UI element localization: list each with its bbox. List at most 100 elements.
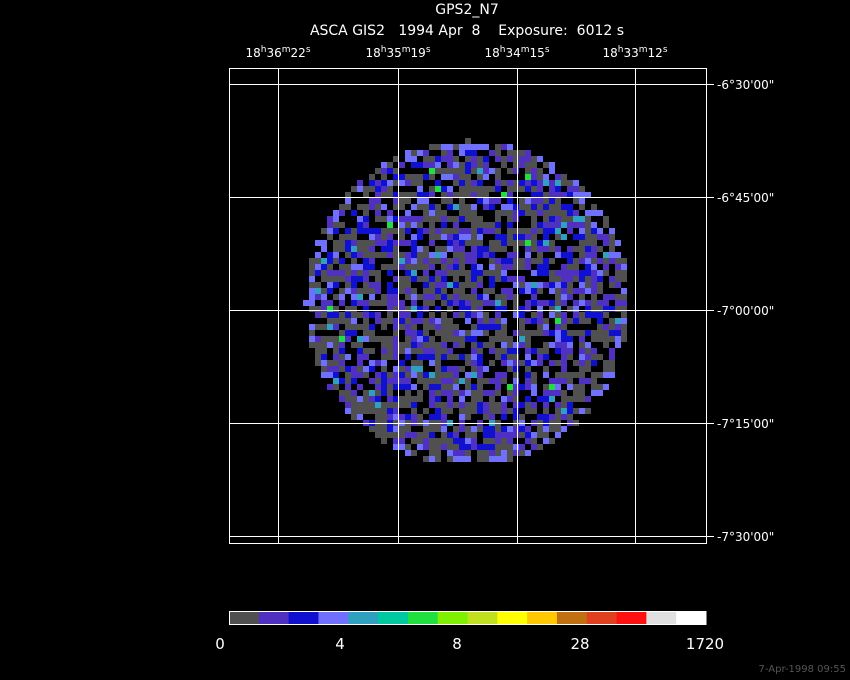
pixel: [519, 336, 525, 342]
pixel: [579, 198, 585, 204]
pixel: [345, 312, 351, 318]
pixel: [381, 366, 387, 372]
pixel: [369, 408, 375, 414]
pixel: [393, 180, 399, 186]
pixel: [555, 228, 561, 234]
pixel: [567, 354, 573, 360]
pixel: [447, 162, 453, 168]
pixel: [321, 360, 327, 366]
pixel: [507, 156, 513, 162]
pixel: [423, 408, 429, 414]
pixel: [507, 366, 513, 372]
pixel: [423, 372, 429, 378]
pixel: [447, 156, 453, 162]
pixel: [543, 384, 549, 390]
pixel: [507, 438, 513, 444]
pixel: [525, 330, 531, 336]
pixel: [423, 258, 429, 264]
pixel: [363, 264, 369, 270]
pixel: [381, 318, 387, 324]
pixel: [501, 210, 507, 216]
pixel: [375, 360, 381, 366]
pixel: [525, 450, 531, 456]
pixel: [579, 276, 585, 282]
pixel: [381, 438, 387, 444]
pixel: [513, 378, 519, 384]
ra-label-part: 12: [648, 46, 663, 60]
pixel: [387, 426, 393, 432]
pixel: [387, 282, 393, 288]
pixel: [429, 324, 435, 330]
pixel: [531, 408, 537, 414]
pixel: [459, 198, 465, 204]
pixel: [531, 318, 537, 324]
pixel: [603, 336, 609, 342]
pixel: [393, 174, 399, 180]
pixel: [435, 156, 441, 162]
pixel: [447, 192, 453, 198]
pixel: [411, 360, 417, 366]
pixel: [489, 336, 495, 342]
pixel: [555, 426, 561, 432]
pixel: [423, 162, 429, 168]
pixel: [477, 180, 483, 186]
pixel: [435, 408, 441, 414]
pixel: [525, 282, 531, 288]
pixel: [465, 336, 471, 342]
pixel: [489, 228, 495, 234]
pixel: [489, 270, 495, 276]
pixel: [417, 186, 423, 192]
pixel: [561, 216, 567, 222]
pixel: [579, 384, 585, 390]
pixel: [345, 306, 351, 312]
pixel: [441, 270, 447, 276]
pixel: [387, 240, 393, 246]
pixel: [477, 216, 483, 222]
pixel: [375, 378, 381, 384]
pixel: [609, 252, 615, 258]
pixel: [399, 348, 405, 354]
pixel: [339, 396, 345, 402]
pixel: [405, 432, 411, 438]
pixel: [465, 282, 471, 288]
pixel: [411, 330, 417, 336]
pixel: [579, 222, 585, 228]
pixel: [471, 216, 477, 222]
pixel: [399, 366, 405, 372]
pixel: [507, 204, 513, 210]
pixel: [561, 402, 567, 408]
pixel: [435, 360, 441, 366]
pixel: [459, 366, 465, 372]
pixel: [357, 288, 363, 294]
pixel: [609, 372, 615, 378]
pixel: [339, 270, 345, 276]
pixel: [561, 378, 567, 384]
pixel: [549, 438, 555, 444]
pixel: [387, 234, 393, 240]
pixel: [525, 426, 531, 432]
pixel: [519, 288, 525, 294]
pixel: [363, 258, 369, 264]
pixel: [411, 276, 417, 282]
pixel: [555, 204, 561, 210]
pixel: [381, 342, 387, 348]
pixel: [543, 348, 549, 354]
pixel: [381, 336, 387, 342]
pixel: [489, 186, 495, 192]
pixel: [453, 258, 459, 264]
pixel: [537, 198, 543, 204]
pixel: [513, 366, 519, 372]
pixel: [429, 372, 435, 378]
pixel: [507, 150, 513, 156]
pixel: [531, 156, 537, 162]
pixel: [429, 396, 435, 402]
pixel: [351, 294, 357, 300]
ra-label-part: 15: [530, 46, 545, 60]
pixel: [585, 360, 591, 366]
pixel: [555, 318, 561, 324]
pixel: [321, 336, 327, 342]
pixel: [459, 168, 465, 174]
pixel: [393, 246, 399, 252]
pixel: [495, 216, 501, 222]
pixel: [363, 324, 369, 330]
